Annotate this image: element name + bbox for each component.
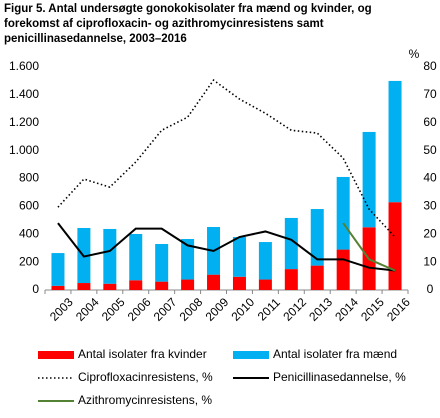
bar xyxy=(232,276,246,290)
x-tick-label: 2010 xyxy=(228,295,257,324)
bar xyxy=(310,209,324,266)
x-tick-label: 2014 xyxy=(332,295,361,324)
bar xyxy=(258,279,272,290)
x-tick-label: 2004 xyxy=(73,295,102,324)
legend-swatch xyxy=(233,351,269,359)
y2-axis-label: % xyxy=(409,47,420,61)
bar xyxy=(310,265,324,290)
x-tick-label: 2005 xyxy=(99,295,128,324)
bar xyxy=(258,242,272,280)
line xyxy=(57,222,396,272)
x-tick-label: 2016 xyxy=(384,295,413,324)
bar xyxy=(388,80,402,203)
y2-tick-label: 80 xyxy=(423,59,437,73)
y2-tick-label: 60 xyxy=(423,115,437,129)
x-tick-label: 2006 xyxy=(125,295,154,324)
y-tick-label: 1.200 xyxy=(9,115,39,129)
line xyxy=(57,78,396,238)
bar xyxy=(232,237,246,277)
y-tick-label: 1.400 xyxy=(9,87,39,101)
bar xyxy=(181,279,195,290)
bar xyxy=(336,249,350,290)
y2-tick-label: 50 xyxy=(423,143,437,157)
bar xyxy=(103,283,117,290)
chart-title: Figur 5. Antal undersøgte gonokokisolate… xyxy=(4,3,372,15)
legend-label: Antal isolater fra mænd xyxy=(273,347,397,361)
x-tick-label: 2003 xyxy=(47,295,76,324)
chart-title: forekomst af ciprofloxacin- og azithromy… xyxy=(4,18,324,30)
y-tick-label: 0 xyxy=(32,282,39,296)
legend-label: Antal isolater fra kvinder xyxy=(78,347,207,361)
y2-tick-label: 70 xyxy=(423,87,437,101)
bar xyxy=(181,238,195,280)
y2-tick-label: 0 xyxy=(427,282,434,296)
y-tick-label: 1.000 xyxy=(9,143,39,157)
bar xyxy=(51,253,65,286)
y2-tick-label: 10 xyxy=(423,254,437,268)
y2-tick-label: 30 xyxy=(423,199,437,213)
chart-title: penicillinasedannelse, 2003–2016 xyxy=(4,33,187,45)
legend-label: Ciprofloxacinresistens, % xyxy=(78,370,213,384)
bar xyxy=(207,274,221,290)
line xyxy=(342,222,396,272)
y2-tick-label: 20 xyxy=(423,226,437,240)
bar xyxy=(103,228,117,284)
bar xyxy=(155,281,169,290)
y-tick-label: 1.600 xyxy=(9,59,39,73)
x-tick-label: 2008 xyxy=(177,295,206,324)
legend-label: Azithromycinresistens, % xyxy=(78,393,212,407)
bar xyxy=(388,202,402,290)
y-tick-label: 600 xyxy=(19,199,39,213)
bar xyxy=(336,176,350,250)
bar xyxy=(155,244,169,282)
y2-tick-label: 40 xyxy=(423,171,437,185)
y-tick-label: 800 xyxy=(19,171,39,185)
x-tick-label: 2015 xyxy=(358,295,387,324)
bar xyxy=(51,285,65,290)
bar xyxy=(362,131,376,228)
x-tick-label: 2011 xyxy=(255,295,283,323)
legend-swatch xyxy=(38,351,74,359)
bar xyxy=(284,217,298,270)
bar xyxy=(129,280,143,290)
x-tick-label: 2007 xyxy=(151,295,180,324)
x-tick-label: 2012 xyxy=(280,295,309,324)
bar xyxy=(129,233,143,281)
legend-label: Penicillinasedannelse, % xyxy=(273,370,406,384)
y-tick-label: 400 xyxy=(19,226,39,240)
x-tick-label: 2013 xyxy=(306,295,335,324)
y-tick-label: 200 xyxy=(19,254,39,268)
bar xyxy=(77,283,91,290)
x-tick-label: 2009 xyxy=(203,295,232,324)
bar xyxy=(284,269,298,290)
